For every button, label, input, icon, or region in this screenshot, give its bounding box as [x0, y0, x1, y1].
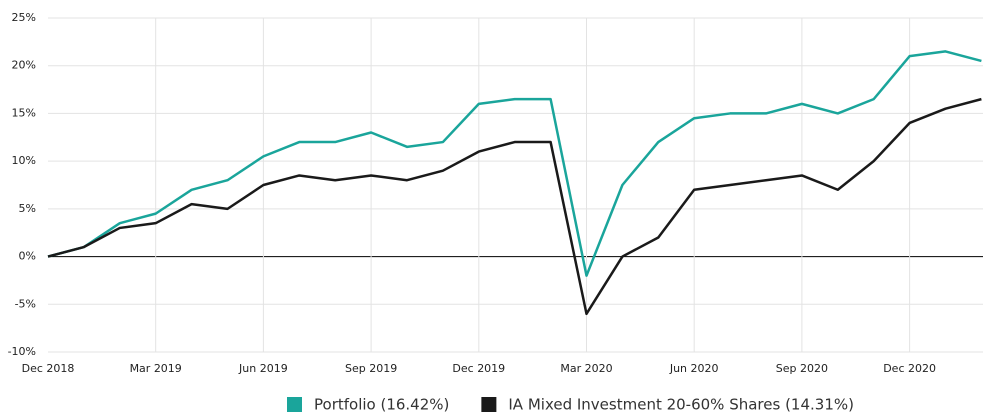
y-tick-label: 20% [12, 59, 36, 72]
series-line [47, 50, 982, 277]
x-tick-label: Jun 2020 [669, 362, 719, 375]
x-tick-label: Jun 2019 [238, 362, 288, 375]
x-tick-label: Dec 2019 [452, 362, 505, 375]
x-tick-label: Dec 2018 [22, 362, 75, 375]
legend-swatch [481, 397, 497, 412]
legend-label: Portfolio (16.42%) [314, 396, 449, 414]
legend-swatch [287, 397, 302, 412]
series-line [47, 97, 982, 316]
y-tick-label: 0% [19, 250, 36, 263]
x-tick-label: Sep 2019 [345, 362, 397, 375]
x-tick-label: Sep 2020 [776, 362, 828, 375]
legend-label: IA Mixed Investment 20-60% Shares (14.31… [508, 396, 854, 414]
y-tick-label: 25% [12, 11, 36, 24]
y-tick-label: -5% [15, 297, 36, 310]
y-tick-label: 10% [12, 154, 36, 167]
x-tick-label: Dec 2020 [883, 362, 936, 375]
y-tick-label: -10% [8, 345, 36, 358]
y-tick-label: 5% [19, 202, 36, 215]
y-tick-label: 15% [12, 106, 36, 119]
x-tick-label: Mar 2019 [130, 362, 182, 375]
x-tick-label: Mar 2020 [560, 362, 612, 375]
